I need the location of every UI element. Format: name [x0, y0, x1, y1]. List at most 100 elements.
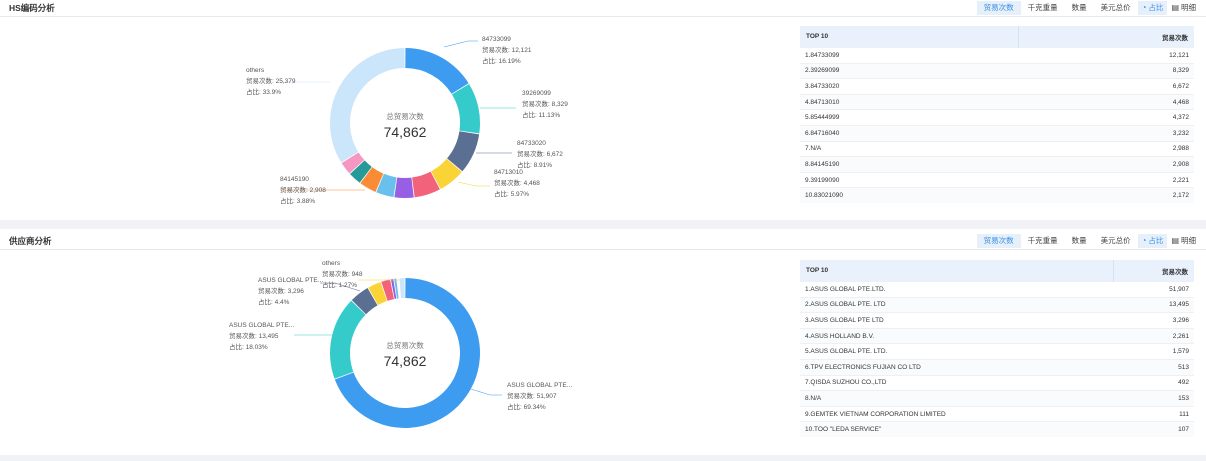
row-value: 4,372	[1018, 109, 1194, 126]
row-name: 2.ASUS GLOBAL PTE. LTD	[800, 296, 1114, 313]
metric-button-quantity[interactable]: 数量	[1071, 235, 1087, 245]
row-name: 5.ASUS GLOBAL PTE. LTD.	[800, 343, 1114, 360]
donut-slice-84713010[interactable]	[431, 158, 462, 189]
svg-text:占比: 69.34%: 占比: 69.34%	[507, 402, 546, 411]
donut-center-value: 74,862	[384, 124, 427, 140]
table-row[interactable]: 10.83021090 2,172	[800, 187, 1194, 203]
donut-slice-tpv-electronics-fujian-co-ltd[interactable]	[390, 278, 397, 299]
metric-button-weight[interactable]: 千克重量	[1027, 2, 1058, 12]
svg-text:others: others	[246, 67, 265, 74]
svg-text:ASUS GLOBAL PTE...: ASUS GLOBAL PTE...	[507, 382, 572, 389]
slice-label-39269099: 39269099 贸易次数: 8,329 占比: 11.13%	[522, 90, 568, 119]
donut-slice-others[interactable]	[330, 48, 405, 163]
donut-slice-asus-global-pte-ltd[interactable]	[351, 288, 378, 315]
metric-button-weight[interactable]: 千克重量	[1027, 235, 1058, 245]
svg-text:贸易次数: 948: 贸易次数: 948	[322, 269, 363, 278]
table-header-row: TOP 10 贸易次数	[800, 260, 1194, 282]
table-row[interactable]: 5.ASUS GLOBAL PTE. LTD. 1,579	[800, 343, 1194, 360]
table-row[interactable]: 3.ASUS GLOBAL PTE LTD 3,296	[800, 312, 1194, 329]
slice-label-others: others 贸易次数: 25,379 占比: 33.9%	[246, 67, 296, 96]
column-header-trade-count: 贸易次数	[1018, 26, 1194, 48]
table-row[interactable]: 6.84716040 3,232	[800, 124, 1194, 142]
pie-view-toggle[interactable]: ◔ 占比	[1137, 233, 1168, 248]
donut-slice-n-a[interactable]	[376, 173, 397, 198]
table-row[interactable]: 1.ASUS GLOBAL PTE.LTD. 51,907	[800, 281, 1194, 298]
detail-view-toggle[interactable]: ▤ 明细	[1167, 1, 1200, 15]
donut-slice-84145190[interactable]	[360, 167, 384, 192]
pie-view-toggle[interactable]: ◔ 占比	[1137, 0, 1168, 15]
table-row[interactable]: 9.39199090 2,221	[800, 171, 1194, 188]
row-name: 8.N/A	[800, 390, 1114, 407]
supplier-top10-table: TOP 10 贸易次数 1.ASUS GLOBAL PTE.LTD. 51,907…	[800, 260, 1194, 437]
metric-toolbar: 贸易次数 千克重量 数量 美元总价 ◔ 占比 ▤ 明细	[976, 233, 1200, 248]
row-name: 1.84733099	[800, 47, 1019, 64]
detail-view-label: 明细	[1181, 2, 1196, 12]
slice-label-supplier-3: ASUS GLOBAL PTE... 贸易次数: 3,296 占比: 4.4%	[258, 277, 323, 306]
table-row[interactable]: 8.84145190 2,908	[800, 156, 1194, 173]
donut-slice-asus-global-pte-ltd[interactable]	[381, 279, 395, 301]
table-row[interactable]: 6.TPV ELECTRONICS FUJIAN CO LTD 513	[800, 358, 1194, 376]
donut-slice-n-a[interactable]	[397, 278, 400, 299]
donut-slice-asus-holland-b-v[interactable]	[368, 282, 387, 306]
row-value: 8,329	[1018, 62, 1194, 79]
detail-view-toggle[interactable]: ▤ 明细	[1167, 234, 1200, 248]
donut-slice-39199090[interactable]	[349, 160, 372, 183]
donut-slice-84716040[interactable]	[394, 177, 414, 199]
table-row[interactable]: 7.QISDA SUZHOU CO.,LTD 492	[800, 374, 1194, 391]
donut-slice-others[interactable]	[399, 278, 405, 299]
svg-text:贸易次数: 13,495: 贸易次数: 13,495	[229, 331, 279, 340]
row-name: 7.QISDA SUZHOU CO.,LTD	[800, 374, 1114, 391]
donut-center-title: 总贸易次数	[386, 340, 424, 350]
slice-label-84713010: 84713010 贸易次数: 4,468 占比: 5.97%	[494, 169, 540, 198]
metric-button-quantity[interactable]: 数量	[1071, 2, 1087, 12]
svg-text:占比: 16.19%: 占比: 16.19%	[482, 56, 521, 65]
table-row[interactable]: 4.84713010 4,468	[800, 93, 1194, 110]
table-row[interactable]: 5.85444999 4,372	[800, 109, 1194, 126]
svg-text:贸易次数: 8,329: 贸易次数: 8,329	[522, 99, 568, 108]
svg-text:占比: 1.27%: 占比: 1.27%	[322, 280, 357, 289]
svg-text:39269099: 39269099	[522, 90, 551, 97]
row-value: 12,121	[1018, 47, 1194, 64]
table-row[interactable]: 3.84733020 6,672	[800, 78, 1194, 95]
table-row[interactable]: 2.39269099 8,329	[800, 62, 1194, 79]
metric-button-usd-total[interactable]: 美元总价	[1100, 235, 1131, 245]
table-row[interactable]: 1.84733099 12,121	[800, 47, 1194, 64]
row-name: 4.ASUS HOLLAND B.V.	[800, 327, 1114, 344]
donut-slice-83021090[interactable]	[341, 152, 365, 174]
row-value: 492	[1113, 374, 1194, 391]
svg-text:ASUS GLOBAL PTE...: ASUS GLOBAL PTE...	[258, 277, 323, 284]
table-row[interactable]: 7.N/A 2,988	[800, 140, 1194, 157]
svg-text:84733020: 84733020	[517, 140, 546, 147]
table-row[interactable]: 10.TOO "LEDA SERVICE" 107	[800, 421, 1194, 437]
supplier-panel: 供应商分析 贸易次数 千克重量 数量 美元总价 ◔ 占比 ▤ 明细 总贸易次数 74…	[0, 229, 1206, 455]
row-value: 2,908	[1018, 156, 1194, 173]
donut-slice-qisda-suzhou-co-ltd[interactable]	[394, 278, 399, 299]
svg-text:others: others	[322, 260, 341, 267]
row-value: 4,468	[1018, 93, 1194, 110]
svg-text:贸易次数: 3,296: 贸易次数: 3,296	[258, 286, 304, 295]
hs-code-top10-table: TOP 10 贸易次数 1.84733099 12,121 2.39269099 8…	[800, 26, 1194, 203]
donut-slice-39269099[interactable]	[451, 83, 480, 134]
table-row[interactable]: 2.ASUS GLOBAL PTE. LTD 13,495	[800, 296, 1194, 313]
svg-text:贸易次数: 25,379: 贸易次数: 25,379	[246, 76, 296, 85]
metric-button-trade-count[interactable]: 贸易次数	[976, 0, 1021, 15]
row-value: 2,261	[1113, 327, 1194, 344]
svg-text:占比: 4.4%: 占比: 4.4%	[258, 297, 290, 306]
svg-text:贸易次数: 51,907: 贸易次数: 51,907	[507, 391, 557, 400]
table-row[interactable]: 4.ASUS HOLLAND B.V. 2,261	[800, 327, 1194, 344]
row-name: 10.TOO "LEDA SERVICE"	[800, 421, 1114, 437]
donut-slice-84733020[interactable]	[447, 131, 480, 172]
donut-slice-85444999[interactable]	[412, 171, 440, 198]
row-name: 2.39269099	[800, 62, 1019, 79]
donut-slice-asus-global-pte-ltd[interactable]	[330, 300, 366, 379]
metric-button-usd-total[interactable]: 美元总价	[1100, 2, 1131, 12]
donut-center-title: 总贸易次数	[386, 111, 424, 121]
table-row[interactable]: 8.N/A 153	[800, 390, 1194, 407]
supplier-donut-chart: 总贸易次数 74,862 ASUS GLOBAL PTE... 贸易次数: 51…	[229, 260, 572, 428]
row-value: 13,495	[1113, 296, 1194, 313]
table-row[interactable]: 9.GEMTEK VIETNAM CORPORATION LIMITED 111	[800, 405, 1194, 422]
metric-button-trade-count[interactable]: 贸易次数	[976, 233, 1021, 248]
donut-slice-84733099[interactable]	[405, 48, 469, 94]
table-header-row: TOP 10 贸易次数	[800, 26, 1194, 48]
panel-header: 供应商分析 贸易次数 千克重量 数量 美元总价 ◔ 占比 ▤ 明细	[0, 233, 1206, 250]
